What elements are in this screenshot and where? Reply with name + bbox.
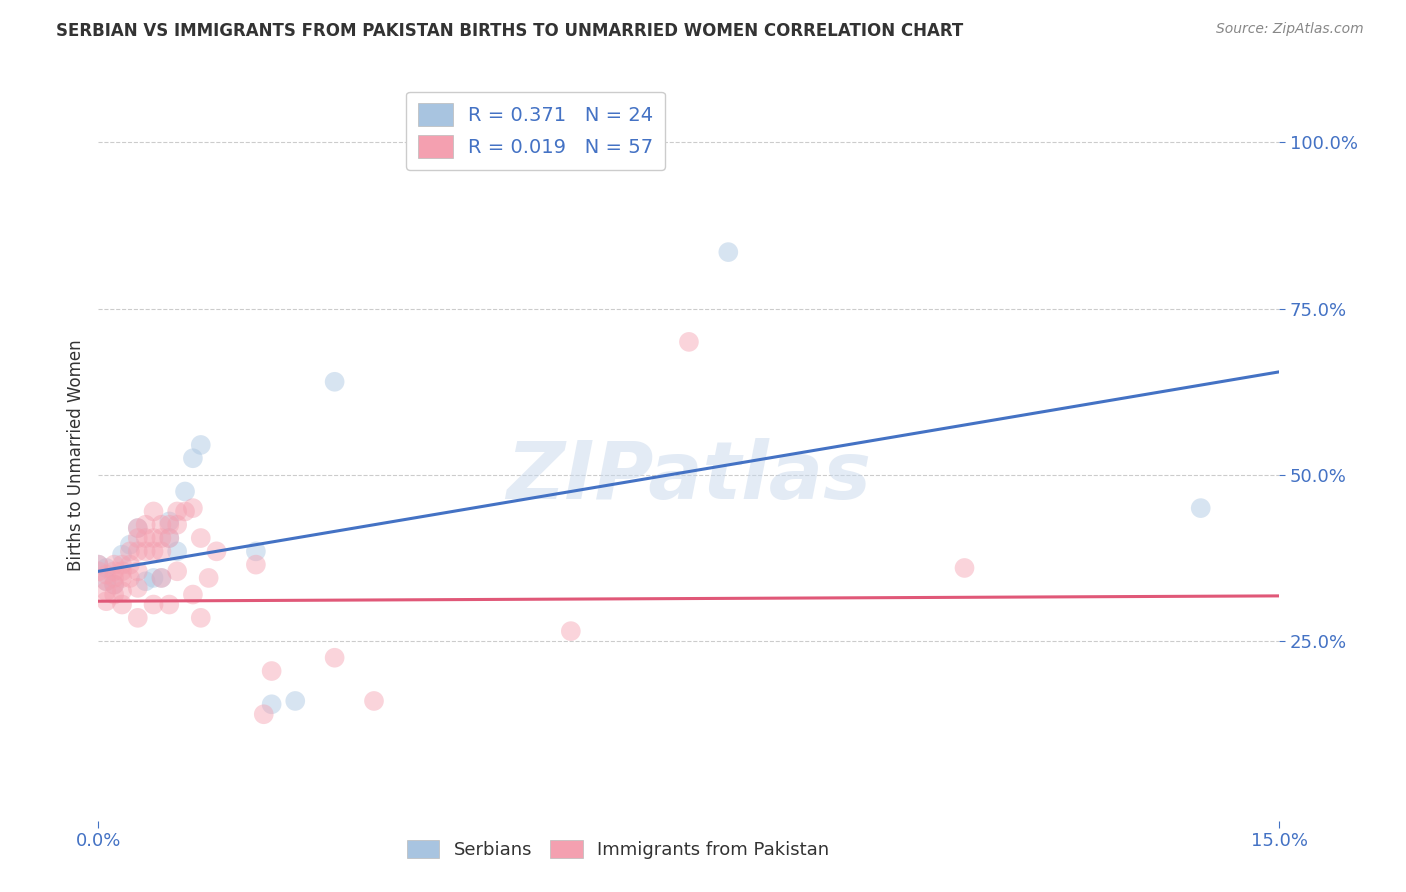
Legend: Serbians, Immigrants from Pakistan: Serbians, Immigrants from Pakistan	[399, 832, 837, 866]
Point	[96, 574, 118, 589]
Point	[260, 698, 283, 712]
Point	[127, 564, 149, 578]
Point	[96, 574, 118, 589]
Point	[157, 531, 180, 545]
Point	[717, 245, 740, 260]
Point	[181, 588, 204, 602]
Point	[96, 561, 118, 575]
Point	[323, 650, 346, 665]
Text: ZIPatlas: ZIPatlas	[506, 438, 872, 516]
Point	[135, 574, 157, 589]
Point	[127, 611, 149, 625]
Point	[245, 558, 267, 572]
Point	[166, 564, 188, 578]
Point	[560, 624, 582, 639]
Point	[363, 694, 385, 708]
Point	[142, 544, 165, 558]
Text: SERBIAN VS IMMIGRANTS FROM PAKISTAN BIRTHS TO UNMARRIED WOMEN CORRELATION CHART: SERBIAN VS IMMIGRANTS FROM PAKISTAN BIRT…	[56, 22, 963, 40]
Point	[127, 531, 149, 545]
Point	[96, 567, 118, 582]
Point	[142, 571, 165, 585]
Point	[103, 577, 125, 591]
Point	[197, 571, 219, 585]
Point	[111, 571, 134, 585]
Point	[127, 521, 149, 535]
Point	[150, 571, 173, 585]
Point	[157, 517, 180, 532]
Point	[284, 694, 307, 708]
Point	[135, 544, 157, 558]
Point	[157, 531, 180, 545]
Point	[103, 558, 125, 572]
Point	[1189, 501, 1212, 516]
Point	[111, 558, 134, 572]
Point	[111, 598, 134, 612]
Point	[150, 531, 173, 545]
Point	[103, 577, 125, 591]
Point	[118, 544, 141, 558]
Point	[205, 544, 228, 558]
Point	[253, 707, 276, 722]
Point	[127, 544, 149, 558]
Point	[174, 484, 197, 499]
Point	[678, 334, 700, 349]
Point	[245, 544, 267, 558]
Point	[150, 544, 173, 558]
Point	[157, 515, 180, 529]
Point	[174, 504, 197, 518]
Point	[150, 517, 173, 532]
Point	[111, 564, 134, 578]
Point	[953, 561, 976, 575]
Point	[260, 664, 283, 678]
Point	[135, 531, 157, 545]
Point	[118, 558, 141, 572]
Point	[87, 564, 110, 578]
Point	[118, 538, 141, 552]
Point	[96, 584, 118, 599]
Point	[87, 558, 110, 572]
Text: Source: ZipAtlas.com: Source: ZipAtlas.com	[1216, 22, 1364, 37]
Point	[157, 598, 180, 612]
Point	[127, 581, 149, 595]
Point	[135, 517, 157, 532]
Point	[166, 544, 188, 558]
Point	[118, 571, 141, 585]
Y-axis label: Births to Unmarried Women: Births to Unmarried Women	[66, 339, 84, 571]
Point	[181, 451, 204, 466]
Point	[181, 501, 204, 516]
Point	[103, 571, 125, 585]
Point	[103, 564, 125, 578]
Point	[166, 517, 188, 532]
Point	[87, 558, 110, 572]
Point	[127, 521, 149, 535]
Point	[111, 548, 134, 562]
Point	[150, 571, 173, 585]
Point	[190, 531, 212, 545]
Point	[142, 598, 165, 612]
Point	[103, 588, 125, 602]
Point	[166, 504, 188, 518]
Point	[142, 504, 165, 518]
Point	[111, 584, 134, 599]
Point	[142, 531, 165, 545]
Point	[190, 438, 212, 452]
Point	[323, 375, 346, 389]
Point	[96, 594, 118, 608]
Point	[190, 611, 212, 625]
